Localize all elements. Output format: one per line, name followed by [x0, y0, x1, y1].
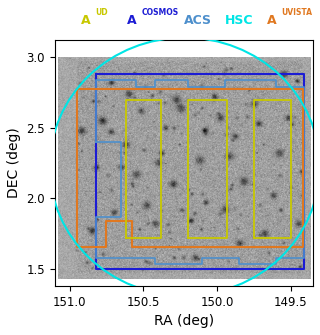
Text: UVISTA: UVISTA [281, 8, 312, 17]
Text: UD: UD [95, 8, 108, 17]
Text: ACS: ACS [184, 14, 212, 27]
Text: A: A [267, 14, 276, 27]
Text: A: A [127, 14, 137, 27]
Text: COSMOS: COSMOS [141, 8, 179, 17]
Y-axis label: DEC (deg): DEC (deg) [7, 128, 21, 199]
Text: A: A [81, 14, 90, 27]
X-axis label: RA (deg): RA (deg) [154, 314, 214, 328]
Text: HSC: HSC [225, 14, 254, 27]
